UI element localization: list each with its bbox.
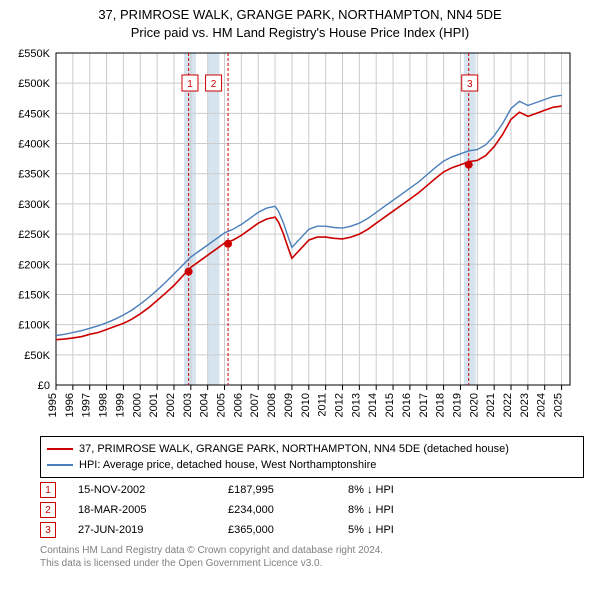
svg-text:2002: 2002 — [165, 393, 177, 417]
svg-text:2000: 2000 — [131, 393, 143, 417]
marker-delta: 5% ↓ HPI — [348, 524, 438, 536]
svg-text:1995: 1995 — [47, 393, 59, 417]
marker-price: £365,000 — [228, 524, 348, 536]
svg-text:£550K: £550K — [18, 48, 50, 60]
marker-delta: 8% ↓ HPI — [348, 504, 438, 516]
legend-label: HPI: Average price, detached house, West… — [79, 459, 376, 471]
footer-line: This data is licensed under the Open Gov… — [40, 557, 592, 570]
legend-item: 37, PRIMROSE WALK, GRANGE PARK, NORTHAMP… — [47, 441, 577, 457]
svg-text:2013: 2013 — [350, 393, 362, 417]
svg-text:£100K: £100K — [18, 320, 50, 332]
svg-text:2006: 2006 — [232, 393, 244, 417]
svg-text:£450K: £450K — [18, 108, 50, 120]
legend-swatch — [47, 448, 73, 450]
svg-text:2024: 2024 — [536, 393, 548, 417]
table-row: 1 15-NOV-2002 £187,995 8% ↓ HPI — [40, 480, 592, 500]
svg-text:1998: 1998 — [98, 393, 110, 417]
marker-index-box: 3 — [40, 522, 56, 538]
svg-text:1: 1 — [187, 79, 193, 90]
table-row: 3 27-JUN-2019 £365,000 5% ↓ HPI — [40, 520, 592, 540]
svg-text:2005: 2005 — [216, 393, 228, 417]
svg-text:2021: 2021 — [485, 393, 497, 417]
marker-table: 1 15-NOV-2002 £187,995 8% ↓ HPI 2 18-MAR… — [40, 480, 592, 540]
marker-price: £187,995 — [228, 484, 348, 496]
svg-text:£0: £0 — [38, 380, 50, 392]
title-line-2: Price paid vs. HM Land Registry's House … — [8, 24, 592, 42]
svg-text:2009: 2009 — [283, 393, 295, 417]
marker-date: 27-JUN-2019 — [78, 524, 228, 536]
marker-date: 18-MAR-2005 — [78, 504, 228, 516]
svg-text:3: 3 — [467, 79, 473, 90]
svg-text:2025: 2025 — [553, 393, 565, 417]
svg-text:2012: 2012 — [333, 393, 345, 417]
svg-text:2001: 2001 — [148, 393, 160, 417]
svg-text:2: 2 — [211, 79, 217, 90]
svg-text:2010: 2010 — [300, 393, 312, 417]
legend: 37, PRIMROSE WALK, GRANGE PARK, NORTHAMP… — [40, 436, 584, 478]
svg-text:2014: 2014 — [367, 393, 379, 417]
price-chart: £0 £50K £100K £150K £200K £250K £300K £350K £400… — [8, 45, 578, 430]
svg-text:£200K: £200K — [18, 259, 50, 271]
svg-text:2018: 2018 — [435, 393, 447, 417]
svg-text:£500K: £500K — [18, 78, 50, 90]
marker-date: 15-NOV-2002 — [78, 484, 228, 496]
legend-swatch — [47, 464, 73, 466]
svg-text:2008: 2008 — [266, 393, 278, 417]
chart-title: 37, PRIMROSE WALK, GRANGE PARK, NORTHAMP… — [8, 6, 592, 41]
svg-text:2016: 2016 — [401, 393, 413, 417]
legend-label: 37, PRIMROSE WALK, GRANGE PARK, NORTHAMP… — [79, 443, 509, 455]
marker-index-box: 2 — [40, 502, 56, 518]
svg-text:£150K: £150K — [18, 290, 50, 302]
table-row: 2 18-MAR-2005 £234,000 8% ↓ HPI — [40, 500, 592, 520]
footer-attribution: Contains HM Land Registry data © Crown c… — [40, 544, 592, 570]
svg-text:2020: 2020 — [468, 393, 480, 417]
svg-text:2022: 2022 — [502, 393, 514, 417]
title-line-1: 37, PRIMROSE WALK, GRANGE PARK, NORTHAMP… — [8, 6, 592, 24]
marker-index-box: 1 — [40, 482, 56, 498]
marker-delta: 8% ↓ HPI — [348, 484, 438, 496]
svg-text:2017: 2017 — [418, 393, 430, 417]
svg-text:1999: 1999 — [114, 393, 126, 417]
legend-item: HPI: Average price, detached house, West… — [47, 457, 577, 473]
svg-text:2019: 2019 — [451, 393, 463, 417]
footer-line: Contains HM Land Registry data © Crown c… — [40, 544, 592, 557]
svg-text:£250K: £250K — [18, 229, 50, 241]
svg-text:2007: 2007 — [249, 393, 261, 417]
svg-text:2003: 2003 — [182, 393, 194, 417]
svg-text:£350K: £350K — [18, 169, 50, 181]
svg-text:1996: 1996 — [64, 393, 76, 417]
svg-text:£300K: £300K — [18, 199, 50, 211]
svg-text:2023: 2023 — [519, 393, 531, 417]
marker-price: £234,000 — [228, 504, 348, 516]
svg-text:2011: 2011 — [317, 393, 329, 417]
svg-text:£50K: £50K — [24, 350, 50, 362]
svg-text:£400K: £400K — [18, 139, 50, 151]
svg-text:2015: 2015 — [384, 393, 396, 417]
svg-text:1997: 1997 — [81, 393, 93, 417]
svg-text:2004: 2004 — [199, 393, 211, 417]
